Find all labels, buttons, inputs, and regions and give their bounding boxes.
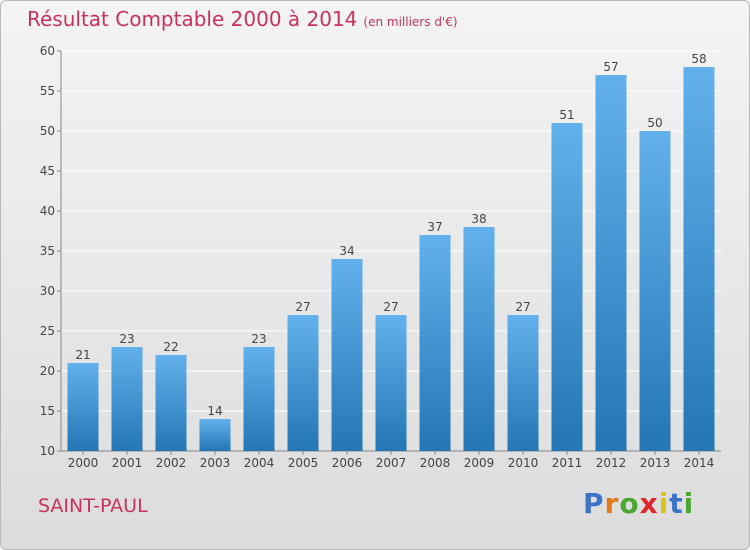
x-tick-label-2004: 2004 [244,456,275,470]
logo-letter: o [619,487,640,520]
x-tick-label-2010: 2010 [508,456,539,470]
logo-letter: i [683,487,695,520]
chart-unit: (en milliers d'€) [363,15,458,29]
chart-title: Résultat Comptable 2000 à 2014 (en millie… [27,7,458,31]
x-tick-label-2013: 2013 [640,456,671,470]
value-label-2008: 37 [427,220,442,234]
x-tick-label-2005: 2005 [288,456,319,470]
y-tick-label: 10 [40,444,55,458]
logo-letter: r [604,487,620,520]
value-label-2012: 57 [603,60,618,74]
x-tick-label-2000: 2000 [68,456,99,470]
bar-2001 [111,347,143,451]
value-label-2014: 58 [691,52,706,66]
logo-letter: P [583,487,605,520]
chart-title-text: Résultat Comptable 2000 à 2014 [27,7,358,31]
y-tick-label: 50 [40,124,55,138]
x-tick-label-2007: 2007 [376,456,407,470]
value-label-2001: 23 [119,332,134,346]
x-tick-label-2008: 2008 [420,456,451,470]
bar-2004 [243,347,275,451]
bars [67,67,715,451]
bar-2013 [639,131,671,451]
y-tick-label: 35 [40,244,55,258]
value-label-2003: 14 [207,404,222,418]
logo-letter: t [669,487,684,520]
x-tick-label-2014: 2014 [684,456,715,470]
bar-2003 [199,419,231,451]
value-label-2002: 22 [163,340,178,354]
x-tick-label-2011: 2011 [552,456,583,470]
value-label-2006: 34 [339,244,354,258]
bar-2009 [463,227,495,451]
y-tick-label: 60 [40,44,55,58]
value-label-2010: 27 [515,300,530,314]
x-tick-label-2012: 2012 [596,456,627,470]
x-tick-label-2002: 2002 [156,456,187,470]
proxiti-logo: Proxiti [583,487,694,520]
city-name: SAINT-PAUL [38,495,148,517]
value-label-2005: 27 [295,300,310,314]
bar-2008 [419,235,451,451]
value-label-2011: 51 [559,108,574,122]
bar-2011 [551,123,583,451]
bar-2014 [683,67,715,451]
value-label-2013: 50 [647,116,662,130]
labels: 10 15 20 25 30 35 40 45 50 55 60 21 2000 23 2001 22 2002… [40,44,715,470]
x-tick-label-2003: 2003 [200,456,231,470]
x-tick-label-2009: 2009 [464,456,495,470]
logo-letter: i [658,487,670,520]
logo-letter: x [639,487,659,520]
y-tick-label: 15 [40,404,55,418]
x-tick-label-2006: 2006 [332,456,363,470]
x-tick-label-2001: 2001 [112,456,143,470]
y-tick-label: 30 [40,284,55,298]
value-label-2009: 38 [471,212,486,226]
bar-2000 [67,363,99,451]
value-label-2000: 21 [75,348,90,362]
bar-2010 [507,315,539,451]
bar-2002 [155,355,187,451]
value-label-2007: 27 [383,300,398,314]
y-tick-label: 55 [40,84,55,98]
bar-2012 [595,75,627,451]
bar-2006 [331,259,363,451]
y-tick-label: 25 [40,324,55,338]
y-tick-label: 40 [40,204,55,218]
value-label-2004: 23 [251,332,266,346]
bar-2007 [375,315,407,451]
bar-2005 [287,315,319,451]
y-tick-label: 20 [40,364,55,378]
y-tick-label: 45 [40,164,55,178]
